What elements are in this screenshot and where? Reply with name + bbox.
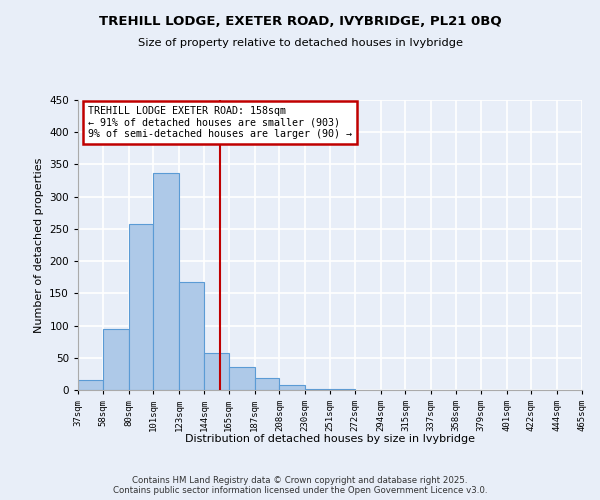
Bar	[128, 224, 154, 390]
Bar	[204, 354, 229, 390]
X-axis label: Distribution of detached houses by size in Ivybridge: Distribution of detached houses by size …	[185, 434, 475, 444]
Bar	[305, 388, 330, 390]
Bar	[254, 378, 280, 390]
Text: Contains HM Land Registry data © Crown copyright and database right 2025.
Contai: Contains HM Land Registry data © Crown c…	[113, 476, 487, 495]
Bar	[154, 173, 179, 390]
Text: TREHILL LODGE EXETER ROAD: 158sqm
← 91% of detached houses are smaller (903)
9% : TREHILL LODGE EXETER ROAD: 158sqm ← 91% …	[88, 106, 352, 139]
Bar	[229, 368, 254, 390]
Bar	[103, 329, 128, 390]
Text: TREHILL LODGE, EXETER ROAD, IVYBRIDGE, PL21 0BQ: TREHILL LODGE, EXETER ROAD, IVYBRIDGE, P…	[98, 15, 502, 28]
Bar	[280, 385, 305, 390]
Y-axis label: Number of detached properties: Number of detached properties	[34, 158, 44, 332]
Bar	[179, 282, 204, 390]
Bar	[78, 380, 103, 390]
Text: Size of property relative to detached houses in Ivybridge: Size of property relative to detached ho…	[137, 38, 463, 48]
